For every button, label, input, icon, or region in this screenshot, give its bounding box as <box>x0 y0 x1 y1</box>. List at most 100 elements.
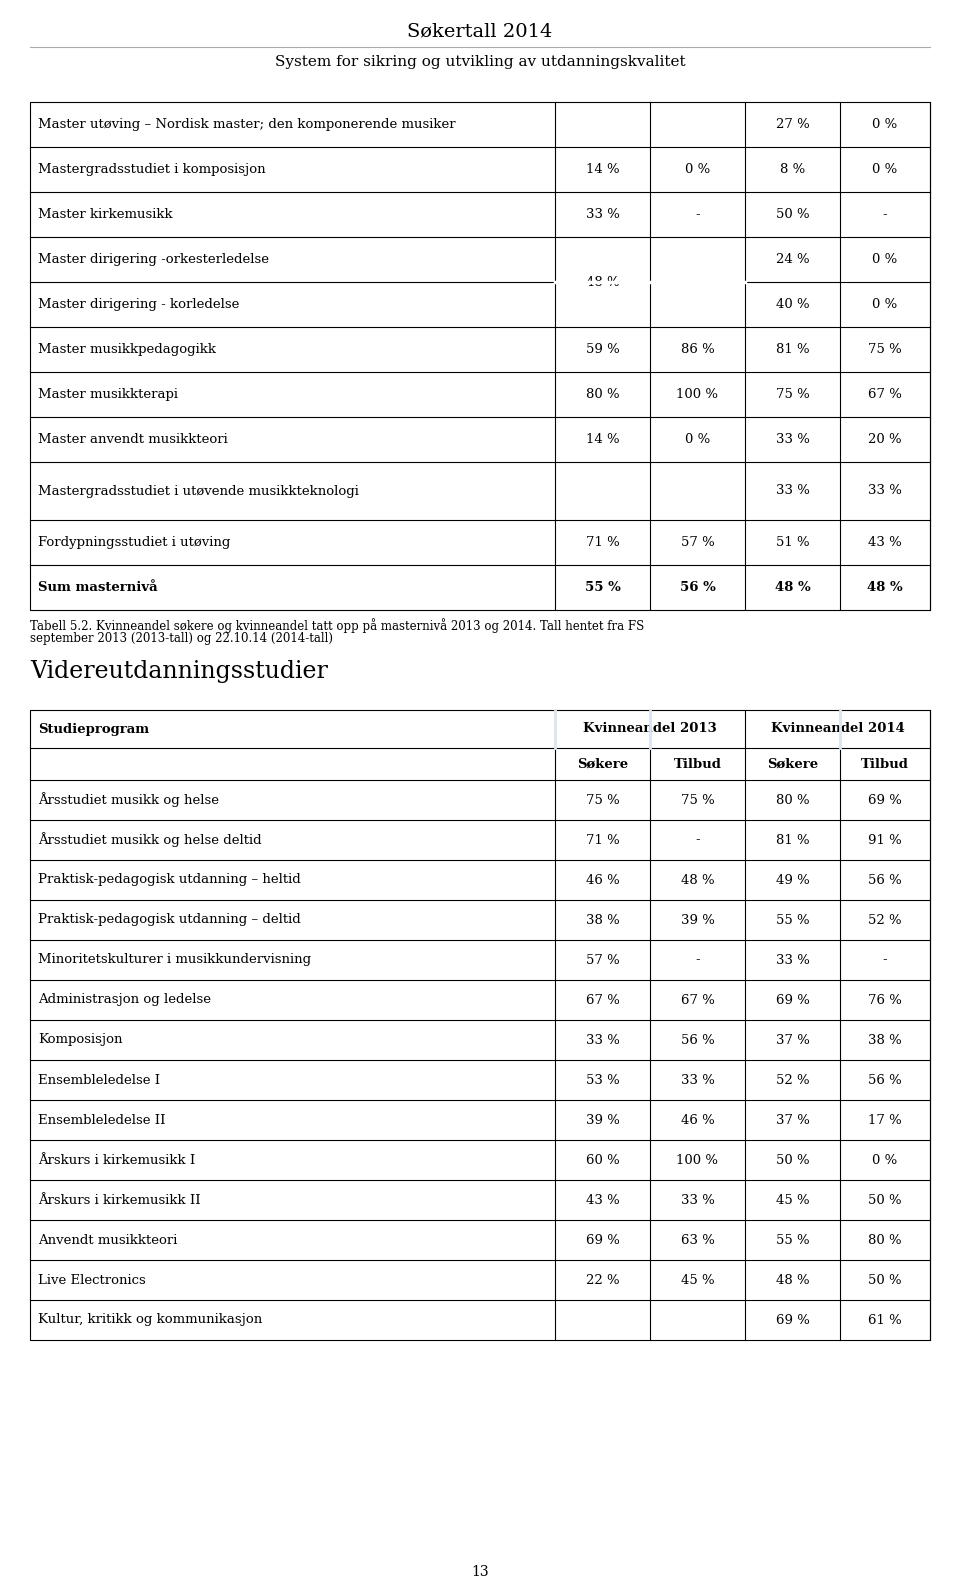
Text: 60 %: 60 % <box>586 1154 619 1167</box>
Text: 38 %: 38 % <box>586 914 619 927</box>
Text: Praktisk-pedagogisk utdanning – deltid: Praktisk-pedagogisk utdanning – deltid <box>38 914 300 927</box>
Text: 38 %: 38 % <box>868 1033 901 1046</box>
Text: 52 %: 52 % <box>868 914 901 927</box>
Text: 52 %: 52 % <box>776 1073 809 1086</box>
Text: 57 %: 57 % <box>586 954 619 966</box>
Bar <box>556 748 929 780</box>
Text: Tabell 5.2. Kvinneandel søkere og kvinneandel tatt opp på masternivå 2013 og 201: Tabell 5.2. Kvinneandel søkere og kvinne… <box>30 618 644 634</box>
Text: 48 %: 48 % <box>867 581 902 594</box>
Text: 81 %: 81 % <box>776 834 809 847</box>
Bar <box>30 710 930 1340</box>
Text: 0 %: 0 % <box>873 253 898 266</box>
Text: 86 %: 86 % <box>681 342 714 357</box>
Text: 50 %: 50 % <box>776 209 809 221</box>
Text: Søkere: Søkere <box>577 758 628 771</box>
Text: 37 %: 37 % <box>776 1033 809 1046</box>
Text: Praktisk-pedagogisk utdanning – heltid: Praktisk-pedagogisk utdanning – heltid <box>38 874 300 887</box>
Text: -: - <box>695 275 700 288</box>
Bar <box>30 102 930 610</box>
Text: 69 %: 69 % <box>868 793 902 807</box>
Text: 33 %: 33 % <box>681 1194 714 1207</box>
Text: 45 %: 45 % <box>776 1194 809 1207</box>
Text: Tilbud: Tilbud <box>861 758 909 771</box>
Text: -: - <box>695 834 700 847</box>
Text: 22 %: 22 % <box>586 1274 619 1286</box>
Text: 76 %: 76 % <box>868 993 902 1006</box>
Text: 100 %: 100 % <box>677 1154 718 1167</box>
Text: 48 %: 48 % <box>681 874 714 887</box>
Text: 46 %: 46 % <box>681 1113 714 1127</box>
Text: 48 %: 48 % <box>776 1274 809 1286</box>
Text: 33 %: 33 % <box>868 484 902 497</box>
Text: 0 %: 0 % <box>684 433 710 446</box>
Text: Master dirigering -orkesterledelse: Master dirigering -orkesterledelse <box>38 253 269 266</box>
Text: Minoritetskulturer i musikkundervisning: Minoritetskulturer i musikkundervisning <box>38 954 311 966</box>
Text: Master utøving – Nordisk master; den komponerende musiker: Master utøving – Nordisk master; den kom… <box>38 118 456 131</box>
Text: Tilbud: Tilbud <box>674 758 721 771</box>
Text: 63 %: 63 % <box>681 1234 714 1247</box>
Text: 50 %: 50 % <box>776 1154 809 1167</box>
Text: 0 %: 0 % <box>873 118 898 131</box>
Text: 39 %: 39 % <box>681 914 714 927</box>
Text: 49 %: 49 % <box>776 874 809 887</box>
Text: september 2013 (2013-tall) og 22.10.14 (2014-tall): september 2013 (2013-tall) og 22.10.14 (… <box>30 632 333 645</box>
Text: 33 %: 33 % <box>586 209 619 221</box>
Text: 27 %: 27 % <box>776 118 809 131</box>
Text: 46 %: 46 % <box>586 874 619 887</box>
Text: 67 %: 67 % <box>586 993 619 1006</box>
Text: Mastergradsstudiet i komposisjon: Mastergradsstudiet i komposisjon <box>38 162 266 177</box>
Text: 0 %: 0 % <box>873 298 898 310</box>
Text: 80 %: 80 % <box>586 388 619 401</box>
Text: 67 %: 67 % <box>868 388 902 401</box>
Text: Kultur, kritikk og kommunikasjon: Kultur, kritikk og kommunikasjon <box>38 1313 262 1326</box>
Text: Årsstudiet musikk og helse: Årsstudiet musikk og helse <box>38 793 219 807</box>
Text: Master anvendt musikkteori: Master anvendt musikkteori <box>38 433 228 446</box>
Text: 56 %: 56 % <box>681 1033 714 1046</box>
Text: Årskurs i kirkemusikk I: Årskurs i kirkemusikk I <box>38 1154 195 1167</box>
Text: 40 %: 40 % <box>776 298 809 310</box>
Text: 75 %: 75 % <box>776 388 809 401</box>
Text: 71 %: 71 % <box>586 537 619 549</box>
Text: 51 %: 51 % <box>776 537 809 549</box>
Text: -: - <box>695 209 700 221</box>
Text: -: - <box>882 954 887 966</box>
Text: 43 %: 43 % <box>586 1194 619 1207</box>
Text: 75 %: 75 % <box>681 793 714 807</box>
Text: Ensembleledelse II: Ensembleledelse II <box>38 1113 165 1127</box>
Text: 80 %: 80 % <box>868 1234 901 1247</box>
Text: 13: 13 <box>471 1565 489 1579</box>
Text: Sum masternivå: Sum masternivå <box>38 581 157 594</box>
Text: Live Electronics: Live Electronics <box>38 1274 146 1286</box>
Text: Årsstudiet musikk og helse deltid: Årsstudiet musikk og helse deltid <box>38 833 262 847</box>
Text: Kvinneandel 2014: Kvinneandel 2014 <box>771 723 904 736</box>
Text: Ensembleledelse I: Ensembleledelse I <box>38 1073 160 1086</box>
Text: 33 %: 33 % <box>776 484 809 497</box>
Text: Årskurs i kirkemusikk II: Årskurs i kirkemusikk II <box>38 1194 201 1207</box>
Text: -: - <box>882 209 887 221</box>
Text: 100 %: 100 % <box>677 388 718 401</box>
Text: Anvendt musikkteori: Anvendt musikkteori <box>38 1234 178 1247</box>
Text: 56 %: 56 % <box>868 1073 901 1086</box>
Text: 69 %: 69 % <box>776 1313 809 1326</box>
Text: Kvinneandel 2013: Kvinneandel 2013 <box>583 723 717 736</box>
Text: 61 %: 61 % <box>868 1313 901 1326</box>
Text: 45 %: 45 % <box>681 1274 714 1286</box>
Text: Studieprogram: Studieprogram <box>38 723 149 736</box>
Text: Master kirkemusikk: Master kirkemusikk <box>38 209 173 221</box>
Text: 33 %: 33 % <box>776 433 809 446</box>
Text: Administrasjon og ledelse: Administrasjon og ledelse <box>38 993 211 1006</box>
Text: -: - <box>695 954 700 966</box>
Bar <box>31 710 929 748</box>
Text: 43 %: 43 % <box>868 537 901 549</box>
Text: 14 %: 14 % <box>586 162 619 177</box>
Text: Fordypningsstudiet i utøving: Fordypningsstudiet i utøving <box>38 537 230 549</box>
Text: 8 %: 8 % <box>780 162 805 177</box>
Text: 81 %: 81 % <box>776 342 809 357</box>
Bar <box>31 565 929 610</box>
Text: 56 %: 56 % <box>868 874 901 887</box>
Text: 57 %: 57 % <box>681 537 714 549</box>
Text: 0 %: 0 % <box>684 162 710 177</box>
Text: 55 %: 55 % <box>776 914 809 927</box>
Text: Master musikkterapi: Master musikkterapi <box>38 388 178 401</box>
Text: 48 %: 48 % <box>775 581 810 594</box>
